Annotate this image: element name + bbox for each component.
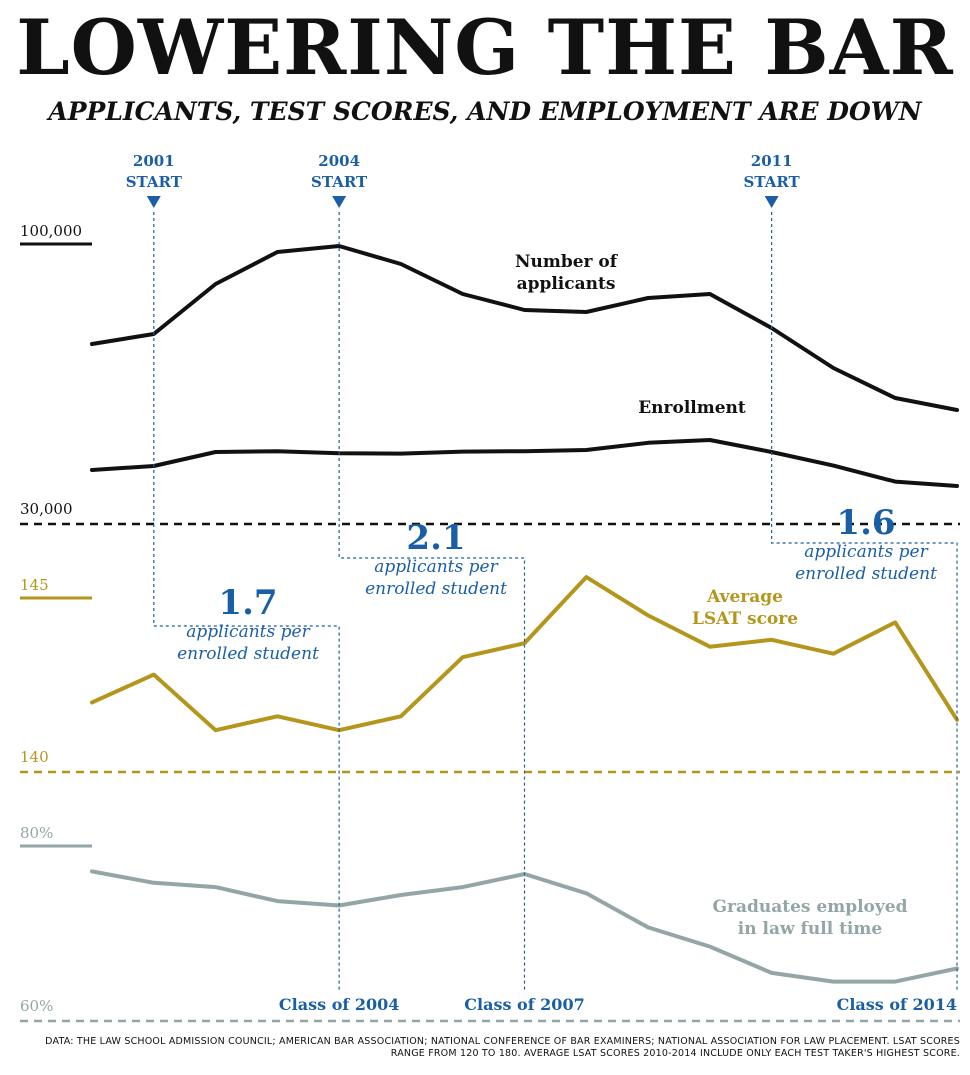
employment-label-line2: in law full time [738,919,883,939]
start-year-label-1: 2004 [318,152,360,170]
ratio-bracket-1 [338,212,526,990]
employment-top-tick-label: 80% [20,824,53,842]
applicants-enrollment-series-0-line [90,244,959,412]
start-year-label-2: 2011 [751,152,793,170]
source-note: DATA: THE LAW SCHOOL ADMISSION COUNCIL; … [45,1036,960,1059]
ratio-text-line1-2: applicants per [804,542,928,562]
lsat-label-line1: Average [706,587,783,607]
applicants-label-line2: applicants [517,274,616,294]
ratio-text-line2-2: enrolled student [795,564,937,584]
ratio-text-line2-0: enrolled student [177,644,319,664]
start-arrow-2 [764,196,779,208]
applicants-enrollment-top-tick-label: 100,000 [20,222,82,240]
ratio-text-line1-1: applicants per [374,557,498,577]
applicants-label-line1: Number of [515,252,619,272]
start-year-label-0: 2001 [133,152,175,170]
lsat-label-line2: LSAT score [692,609,798,629]
ratio-text-line2-1: enrolled student [365,579,507,599]
class-label-0: Class of 2004 [279,995,399,1014]
start-arrow-1 [332,196,347,208]
ratio-value-0: 1.7 [218,583,277,623]
class-label-2: Class of 2014 [837,995,957,1014]
employment-label-line1: Graduates employed [713,897,908,917]
applicants-enrollment-series-1-line [90,438,959,488]
start-label-2: START [744,173,801,191]
start-arrow-0 [146,196,161,208]
ratio-bracket-0 [153,212,340,990]
class-label-1: Class of 2007 [464,995,584,1014]
ratio-bracket-2 [771,212,958,990]
employment-bottom-tick-label: 60% [20,997,53,1015]
ratio-text-line1-0: applicants per [186,622,310,642]
page-subtitle: APPLICANTS, TEST SCORES, AND EMPLOYMENT … [48,97,922,126]
lsat-top-tick-label: 145 [20,576,49,594]
applicants-enrollment-bottom-tick-label: 30,000 [20,500,73,518]
start-label-0: START [126,173,183,191]
page-title: LOWERING THE BAR [16,3,954,92]
ratio-value-2: 1.6 [836,503,895,543]
enrollment-label: Enrollment [638,398,746,418]
ratio-value-1: 2.1 [406,518,465,558]
lsat-bottom-tick-label: 140 [20,748,49,766]
start-label-1: START [311,173,368,191]
lsat-series-0-line [90,575,959,733]
